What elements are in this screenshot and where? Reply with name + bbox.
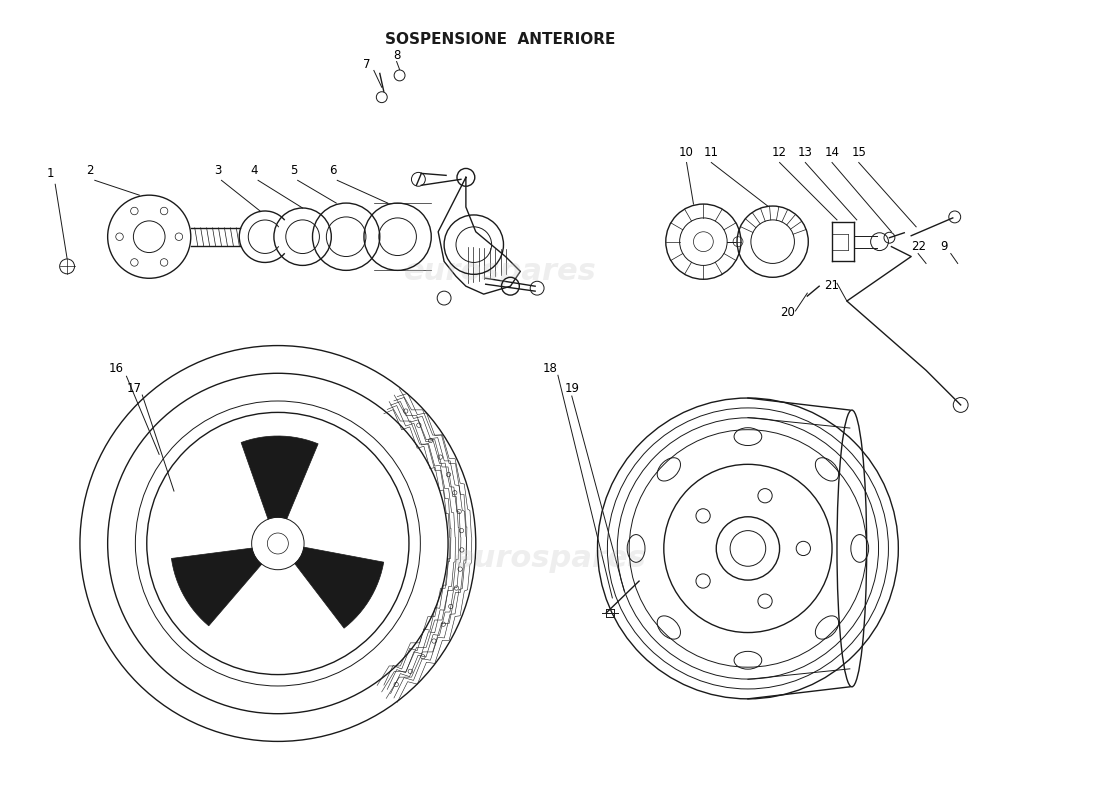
Text: 17: 17 bbox=[126, 382, 142, 395]
Text: eurospares: eurospares bbox=[404, 257, 597, 286]
Text: 6: 6 bbox=[330, 164, 337, 178]
Text: 2: 2 bbox=[86, 164, 94, 178]
Text: 11: 11 bbox=[704, 146, 718, 158]
Text: 16: 16 bbox=[109, 362, 124, 375]
Text: 5: 5 bbox=[290, 164, 297, 178]
Text: 3: 3 bbox=[213, 164, 221, 178]
Text: 4: 4 bbox=[251, 164, 257, 178]
Text: 7: 7 bbox=[363, 58, 371, 70]
Text: 20: 20 bbox=[780, 306, 795, 319]
Text: 18: 18 bbox=[542, 362, 558, 375]
Text: 10: 10 bbox=[679, 146, 694, 158]
Text: 13: 13 bbox=[798, 146, 813, 158]
Text: eurospares: eurospares bbox=[453, 544, 647, 573]
Text: 14: 14 bbox=[825, 146, 839, 158]
Polygon shape bbox=[295, 547, 384, 628]
Polygon shape bbox=[241, 436, 318, 519]
Text: SOSPENSIONE  ANTERIORE: SOSPENSIONE ANTERIORE bbox=[385, 32, 616, 47]
Text: 21: 21 bbox=[825, 279, 839, 292]
Text: 19: 19 bbox=[564, 382, 580, 395]
Text: 12: 12 bbox=[772, 146, 788, 158]
Text: 9: 9 bbox=[940, 239, 947, 253]
Text: 22: 22 bbox=[911, 239, 925, 253]
Polygon shape bbox=[172, 548, 262, 626]
Text: 15: 15 bbox=[851, 146, 866, 158]
Text: 8: 8 bbox=[393, 49, 400, 62]
Text: 1: 1 bbox=[46, 167, 54, 180]
